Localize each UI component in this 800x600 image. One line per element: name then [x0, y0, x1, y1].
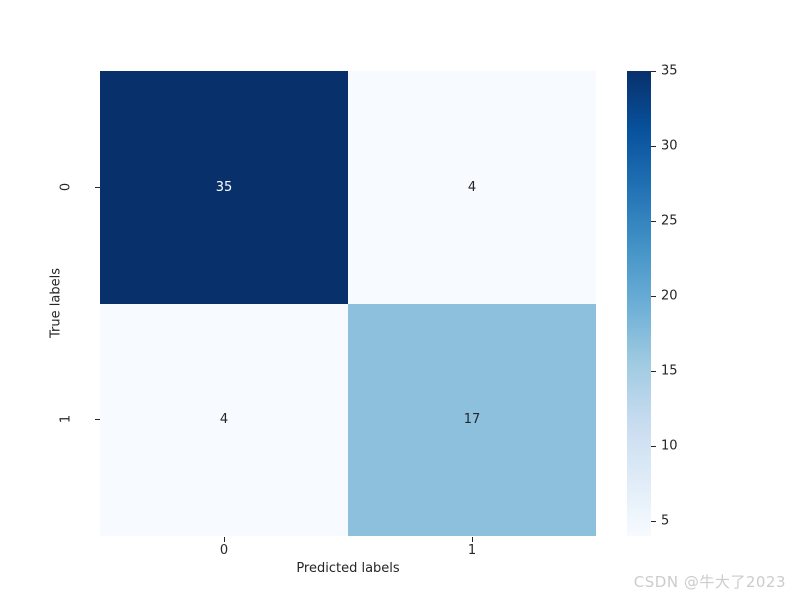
watermark: CSDN @牛大了2023	[633, 573, 786, 591]
colorbar-tick-label-20: 20	[661, 288, 678, 304]
cell-value-r1c1: 17	[463, 412, 481, 428]
colorbar-tick-30	[651, 146, 656, 147]
x-axis-tick-1	[472, 537, 473, 542]
heatmap-cell-r0c0: 35	[100, 71, 348, 304]
colorbar-tick-25	[651, 221, 656, 222]
y-axis-label: True labels	[48, 268, 64, 338]
colorbar-tick-label-30: 30	[661, 138, 678, 154]
heatmap-cell-r1c0: 4	[100, 303, 348, 536]
cell-value-r1c0: 4	[219, 412, 229, 428]
colorbar-tick-label-35: 35	[661, 63, 678, 79]
colorbar-tick-label-5: 5	[661, 513, 670, 529]
cell-value-r0c0: 35	[215, 179, 233, 195]
y-axis-tick-1	[95, 419, 100, 420]
heatmap-grid: 35 4 4 17	[100, 71, 596, 536]
y-tick-label-1: 1	[58, 414, 74, 424]
colorbar-tick-5	[651, 521, 656, 522]
x-axis-label: Predicted labels	[296, 561, 400, 576]
colorbar-tick-label-15: 15	[661, 363, 678, 379]
x-tick-label-1: 1	[467, 543, 477, 558]
colorbar-tick-10	[651, 446, 656, 447]
colorbar-tick-label-10: 10	[661, 438, 678, 454]
y-axis-tick-0	[95, 187, 100, 188]
y-tick-label-0: 0	[58, 182, 74, 192]
heatmap-cell-r1c1: 17	[348, 303, 596, 536]
x-axis-tick-0	[224, 537, 225, 542]
colorbar-tick-15	[651, 371, 656, 372]
colorbar-tick-label-25: 25	[661, 213, 678, 229]
colorbar-tick-20	[651, 296, 656, 297]
colorbar-gradient	[627, 71, 651, 536]
cell-value-r0c1: 4	[467, 179, 477, 195]
colorbar-tick-35	[651, 71, 656, 72]
heatmap-cell-r0c1: 4	[348, 71, 596, 304]
x-tick-label-0: 0	[219, 543, 229, 558]
